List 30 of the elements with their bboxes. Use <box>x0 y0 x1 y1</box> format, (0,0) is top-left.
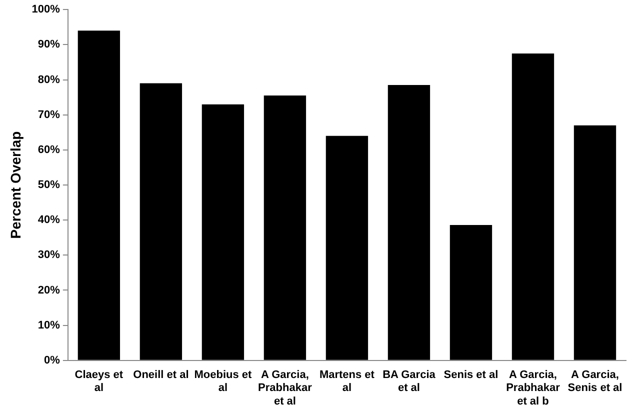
x-tick-label: Senis et al <box>444 369 498 382</box>
x-tick-label: Moebius et al <box>194 369 252 394</box>
bar <box>388 85 430 360</box>
bar <box>202 104 244 360</box>
x-tick-label: Claeys et al <box>74 369 124 394</box>
bar <box>326 136 368 360</box>
x-tick-label: A Garcia, Prabhakar et al b <box>506 369 561 408</box>
y-tick-label: 10% <box>38 319 60 332</box>
x-tick-label: Oneill et al <box>133 369 189 382</box>
bar <box>264 96 306 360</box>
x-tick-label: BA Garcia et al <box>382 369 436 394</box>
y-tick-label: 80% <box>38 74 60 86</box>
y-tick-label: 0% <box>44 354 60 366</box>
bar <box>512 53 554 360</box>
y-tick-label: 50% <box>38 179 60 192</box>
bar <box>450 224 492 360</box>
y-tick-label: 90% <box>38 38 60 51</box>
y-tick-label: 100% <box>32 4 60 16</box>
bar <box>140 83 182 360</box>
y-tick-label: 40% <box>38 214 60 226</box>
y-tick-label: 20% <box>38 284 60 296</box>
y-axis-title: Percent Overlap <box>7 131 24 239</box>
bar <box>78 30 120 360</box>
x-tick-label: A Garcia, Senis et al <box>568 369 622 394</box>
y-tick-label: 60% <box>38 144 60 156</box>
y-tick-label: 30% <box>38 249 60 262</box>
bar <box>574 125 616 360</box>
y-tick-label: 70% <box>38 108 60 121</box>
x-tick-label: Martens et al <box>319 369 375 394</box>
x-tick-label: A Garcia, Prabhakar et al <box>258 369 313 408</box>
